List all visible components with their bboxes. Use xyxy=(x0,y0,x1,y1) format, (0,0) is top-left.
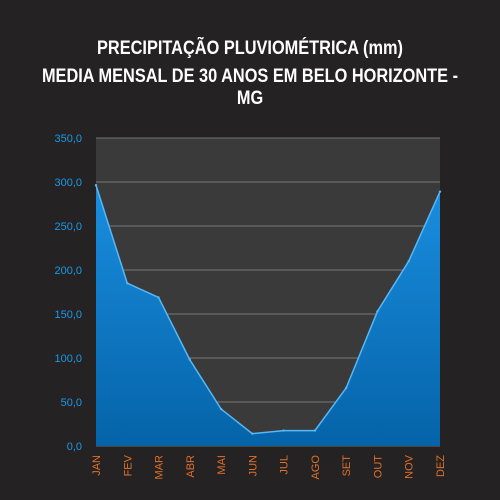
y-tick-label: 50,0 xyxy=(61,397,82,409)
data-point xyxy=(94,184,98,187)
x-tick-label: JAN xyxy=(91,455,103,476)
x-tick-label: AGO xyxy=(310,455,322,480)
chart-title-line1: PRECIPITAÇÃO PLUVIOMÉTRICA (mm) xyxy=(97,38,403,59)
data-point xyxy=(282,429,285,432)
x-tick-label: JUL xyxy=(279,455,291,475)
x-tick-label: JUN xyxy=(247,455,259,476)
data-point xyxy=(407,260,410,263)
x-tick-label: FEV xyxy=(122,454,134,476)
y-tick-label: 300,0 xyxy=(54,177,82,189)
x-tick-label: MAI xyxy=(216,455,228,475)
y-tick-label: 150,0 xyxy=(54,309,82,321)
y-tick-label: 250,0 xyxy=(54,221,82,233)
y-tick-label: 200,0 xyxy=(54,265,82,277)
data-point xyxy=(251,432,254,435)
x-tick-label: SET xyxy=(341,455,353,477)
data-point xyxy=(157,296,160,299)
data-point xyxy=(219,407,223,411)
precipitation-area xyxy=(96,185,440,447)
chart-title-line2: MEDIA MENSAL DE 30 ANOS EM BELO HORIZONT… xyxy=(41,66,459,109)
data-point xyxy=(188,358,192,361)
data-point xyxy=(344,386,348,390)
x-tick-label: NOV xyxy=(404,454,416,479)
x-tick-label: OUT xyxy=(372,455,384,479)
x-tick-label: MAR xyxy=(154,455,166,480)
precipitation-line xyxy=(95,185,441,435)
x-tick-label: DEZ xyxy=(435,455,447,477)
y-tick-label: 350,0 xyxy=(54,133,82,145)
data-point xyxy=(376,310,379,313)
y-tick-label: 100,0 xyxy=(54,353,82,365)
x-tick-label: ABR xyxy=(185,455,197,478)
y-tick-label: 0,0 xyxy=(67,441,82,453)
data-point xyxy=(126,282,129,285)
data-point xyxy=(313,429,317,432)
data-point xyxy=(438,190,442,193)
